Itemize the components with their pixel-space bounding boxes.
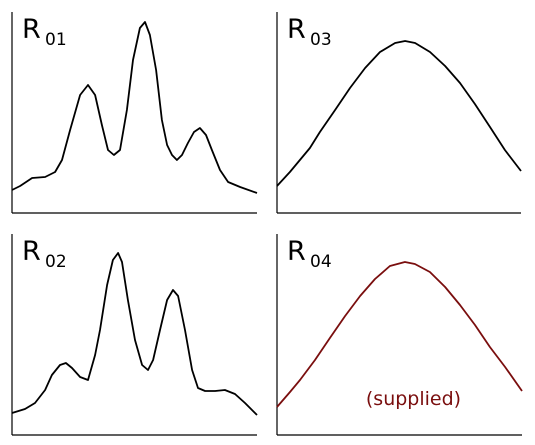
- panel-label: R: [287, 236, 306, 267]
- curve: [276, 261, 523, 408]
- panel-label: R: [22, 14, 41, 45]
- curve: [11, 21, 258, 194]
- panel-label: R: [287, 14, 306, 45]
- curve: [276, 40, 522, 187]
- axes-frames: [11, 12, 522, 436]
- panel-label-subscript: 04: [310, 252, 332, 272]
- panel-label: R: [22, 236, 41, 267]
- panel-label-subscript: 01: [45, 30, 67, 50]
- panel-label-subscript: 03: [310, 30, 332, 50]
- panel-label-subscript: 02: [45, 252, 67, 272]
- curve: [11, 252, 258, 416]
- annotation: (supplied): [366, 388, 461, 410]
